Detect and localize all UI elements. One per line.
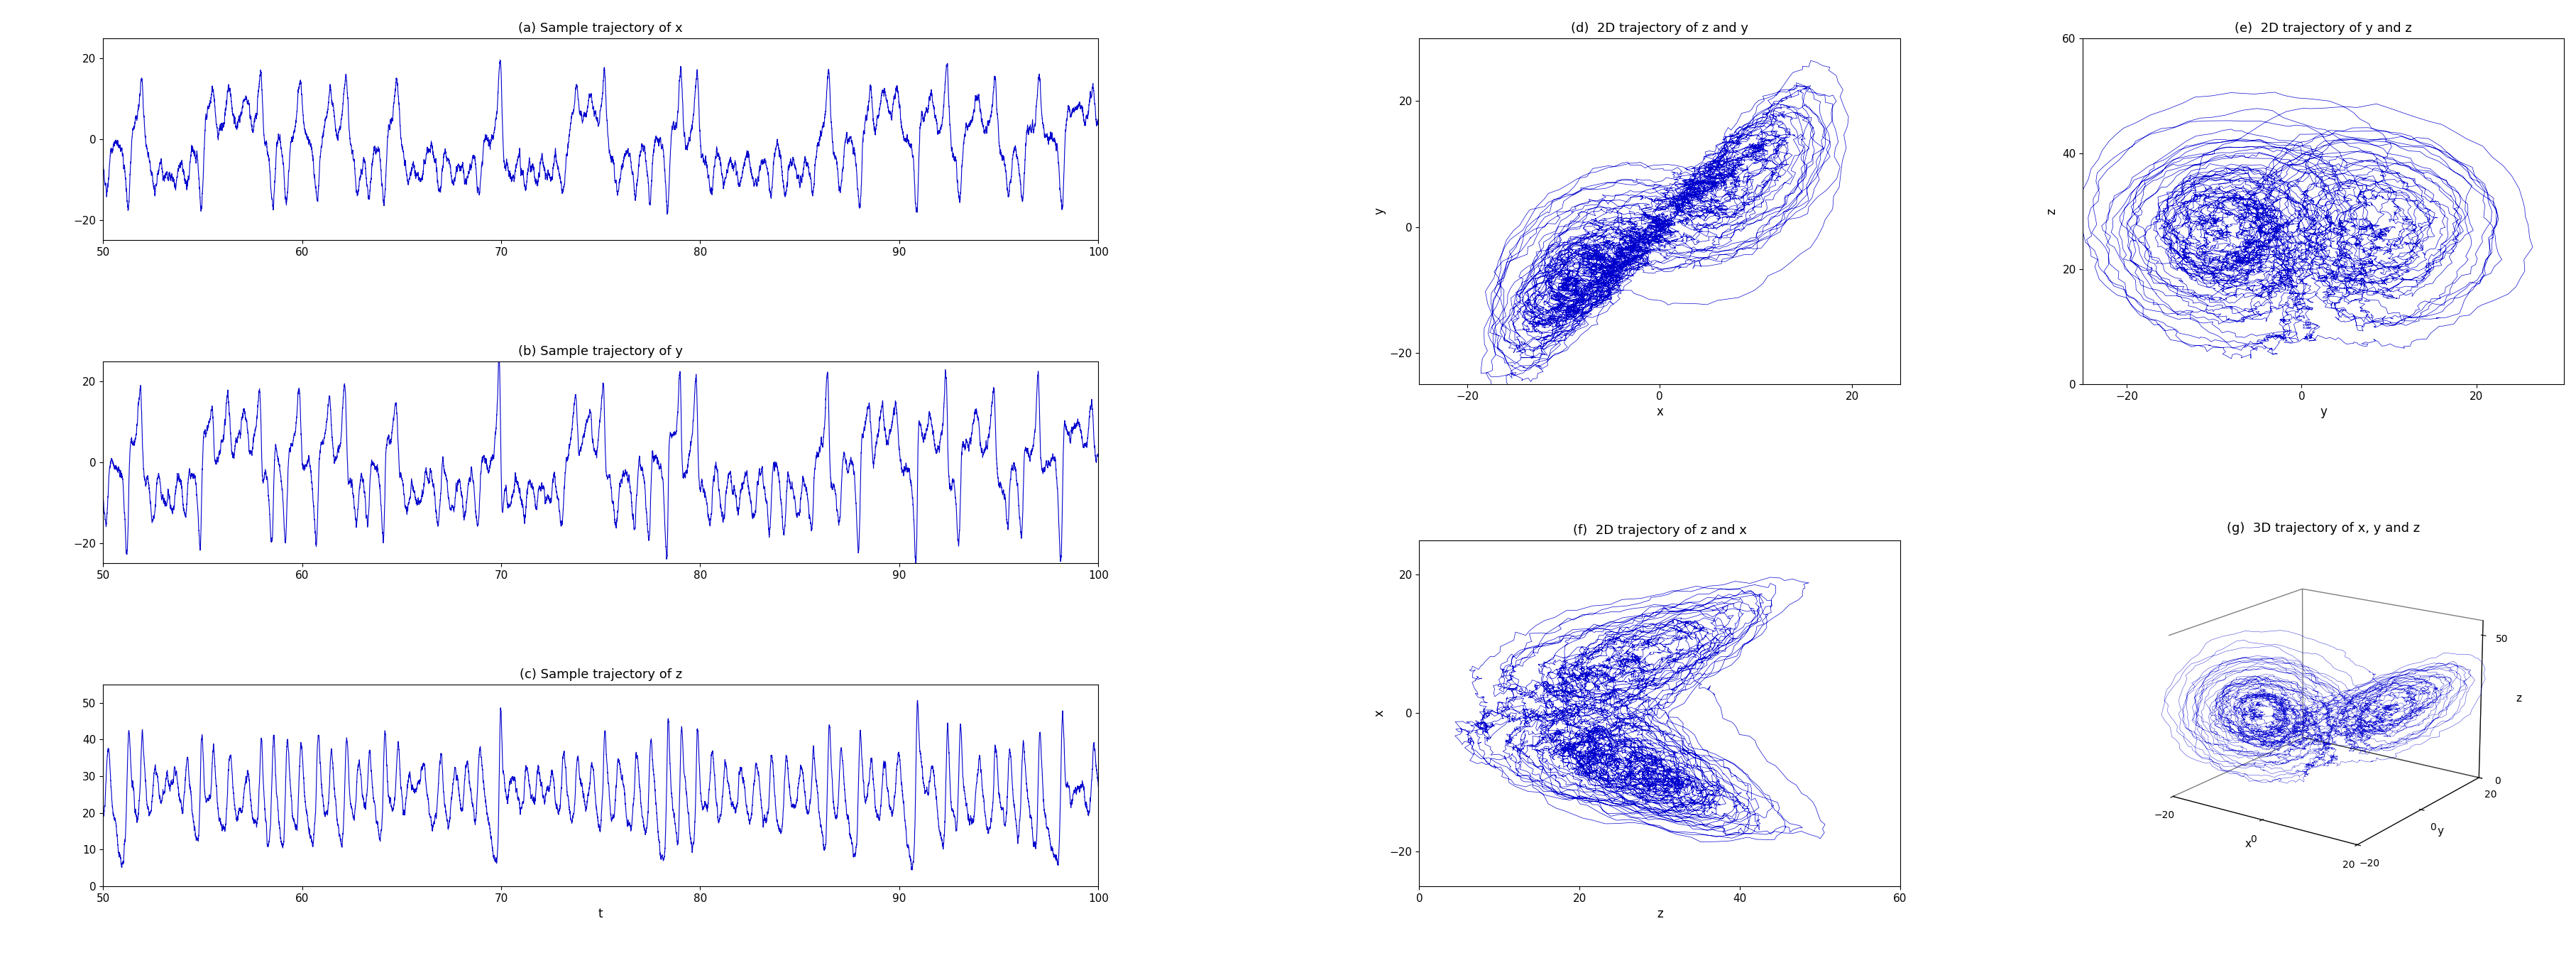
X-axis label: x: x [1656,406,1662,418]
X-axis label: x: x [2244,839,2251,849]
Y-axis label: x: x [1373,710,1386,717]
Y-axis label: y: y [2437,825,2442,837]
Title: (d)  2D trajectory of z and y: (d) 2D trajectory of z and y [1571,22,1749,35]
Title: (g)  3D trajectory of x, y and z: (g) 3D trajectory of x, y and z [2226,522,2419,535]
Title: (e)  2D trajectory of y and z: (e) 2D trajectory of y and z [2233,22,2411,35]
X-axis label: z: z [1656,908,1662,921]
X-axis label: t: t [598,908,603,921]
Title: (c) Sample trajectory of z: (c) Sample trajectory of z [520,668,683,681]
X-axis label: y: y [2318,406,2326,418]
Y-axis label: z: z [2045,208,2058,214]
Title: (b) Sample trajectory of y: (b) Sample trajectory of y [518,345,683,358]
Y-axis label: y: y [1373,208,1386,214]
Title: (f)  2D trajectory of z and x: (f) 2D trajectory of z and x [1571,524,1747,537]
Title: (a) Sample trajectory of x: (a) Sample trajectory of x [518,22,683,35]
